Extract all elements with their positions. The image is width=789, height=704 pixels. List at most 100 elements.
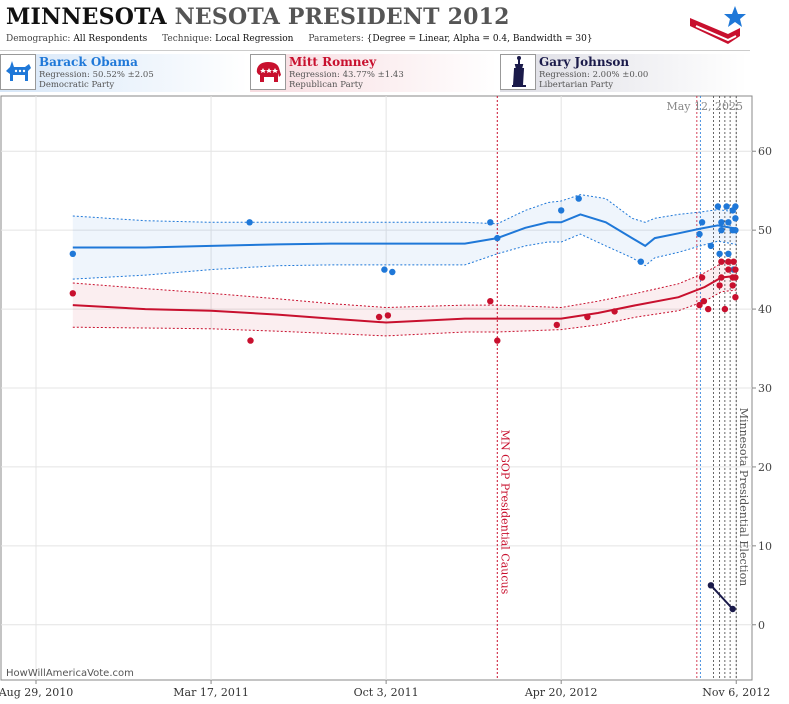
candidate-name: Barack Obama (39, 55, 138, 69)
poll-point (729, 282, 736, 289)
poll-point (714, 203, 722, 210)
candidate-name: Mitt Romney (289, 55, 377, 69)
x-tick-label: Apr 20, 2012 (524, 686, 598, 699)
page-title: MINNESOTA NESOTA PRESIDENT 2012 (6, 4, 510, 30)
poll-point (487, 219, 494, 226)
event-label: MN GOP Presidential Caucus (498, 430, 511, 595)
parameters-line: Demographic: All Respondents Technique: … (6, 34, 593, 44)
trend-line (72, 213, 737, 249)
poll-point (375, 313, 383, 321)
poll-point (732, 266, 739, 273)
y-tick-label: 30 (758, 382, 772, 395)
poll-point (696, 230, 703, 238)
y-tick-label: 0 (758, 619, 765, 632)
y-tick-label: 50 (758, 224, 772, 237)
poll-point (584, 313, 591, 321)
poll-point (381, 266, 388, 273)
candidate-party: Republican Party (289, 80, 363, 90)
poll-point (725, 258, 732, 265)
y-tick-label: 20 (758, 461, 772, 474)
poll-point (725, 250, 732, 257)
candidate-obama[interactable]: Barack Obama Regression: 50.52% ±2.05 De… (0, 54, 248, 92)
poll-point (721, 305, 729, 313)
x-tick-label: Mar 17, 2011 (173, 686, 249, 699)
poll-point (246, 219, 253, 226)
upper-bound-line (72, 261, 737, 309)
poll-point (487, 298, 494, 305)
poll-point (732, 227, 739, 234)
poll-point (705, 305, 712, 313)
poll-point (718, 258, 725, 265)
poll-chart: 0 10 20 30 40 50 60 Aug 29, 2010 Mar 17, 2011 Oct… (0, 95, 772, 699)
poll-point (725, 219, 732, 226)
technique-value: Local Regression (215, 34, 294, 44)
poll-point (707, 582, 715, 589)
site-credit[interactable]: HowWillAmericaVote.com (6, 668, 134, 679)
candidate-regression: Regression: 43.77% ±1.43 (289, 70, 404, 80)
poll-point (247, 337, 254, 344)
candidate-johnson[interactable]: Gary Johnson Regression: 2.00% ±0.00 Lib… (500, 54, 748, 92)
x-tick-label: Aug 29, 2010 (0, 686, 73, 699)
poll-point (732, 274, 739, 281)
poll-point (730, 258, 737, 265)
site-logo-icon[interactable] (688, 4, 748, 48)
poll-point (716, 250, 723, 257)
poll-point (575, 195, 582, 202)
x-tick-label: Nov 6, 2012 (702, 686, 770, 699)
technique-label: Technique: (162, 34, 213, 44)
title-rest: NESOTA PRESIDENT 2012 (174, 4, 510, 30)
y-tick-label: 10 (758, 540, 772, 553)
upper-bound-line (72, 194, 737, 225)
poll-point (611, 308, 618, 315)
candidate-regression: Regression: 50.52% ±2.05 (39, 70, 154, 80)
donkey-icon (0, 54, 36, 90)
trend-line (710, 584, 734, 610)
statue-of-liberty-icon (500, 54, 536, 90)
poll-point (698, 274, 706, 281)
lower-bound-line (72, 289, 737, 337)
candidate-party: Democratic Party (39, 80, 115, 90)
date-stamp: May 12, 2025 (666, 100, 743, 113)
poll-point (718, 227, 725, 234)
poll-point (716, 282, 723, 289)
header: MINNESOTA NESOTA PRESIDENT 2012 Demograp… (0, 0, 750, 51)
poll-point (725, 266, 732, 273)
poll-point (718, 274, 725, 281)
candidate-regression: Regression: 2.00% ±0.00 (539, 70, 649, 80)
poll-point (700, 298, 708, 305)
poll-point (732, 294, 739, 301)
poll-point (553, 321, 560, 329)
event-label: Minnesota Presidential Election (737, 408, 750, 587)
poll-point (732, 203, 739, 210)
confidence-band (72, 194, 737, 280)
poll-point (696, 301, 703, 309)
poll-point (698, 219, 706, 226)
poll-point (494, 234, 501, 242)
poll-point (637, 258, 644, 265)
poll-point (494, 337, 501, 344)
lower-bound-line (72, 233, 737, 280)
y-tick-label: 60 (758, 145, 772, 158)
parameters-label: Parameters: (308, 34, 364, 44)
title-state: MINNESOTA (6, 4, 167, 30)
poll-point (723, 203, 730, 210)
poll-point (558, 207, 565, 214)
poll-point (389, 268, 396, 276)
candidate-romney[interactable]: Mitt Romney Regression: 43.77% ±1.43 Rep… (250, 54, 498, 92)
demographic-label: Demographic: (6, 34, 71, 44)
parameters-value: {Degree = Linear, Alpha = 0.4, Bandwidth… (366, 34, 593, 44)
poll-point (718, 219, 725, 226)
demographic-value: All Respondents (73, 34, 148, 44)
x-tick-label: Oct 3, 2011 (354, 686, 419, 699)
candidate-legend: Barack Obama Regression: 50.52% ±2.05 De… (0, 52, 750, 94)
poll-point (729, 605, 736, 613)
candidate-party: Libertarian Party (539, 80, 614, 90)
trend-line (72, 274, 737, 324)
poll-point (69, 250, 77, 257)
poll-point (732, 215, 739, 222)
poll-point (384, 312, 392, 319)
elephant-icon (250, 54, 286, 90)
poll-point (69, 290, 77, 297)
y-tick-label: 40 (758, 303, 772, 316)
poll-point (707, 242, 715, 250)
